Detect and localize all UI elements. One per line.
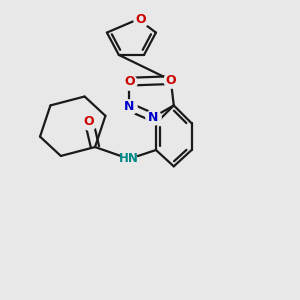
Text: O: O xyxy=(124,75,134,88)
Text: N: N xyxy=(148,111,158,124)
Text: O: O xyxy=(166,74,176,87)
Text: N: N xyxy=(124,100,134,113)
Text: O: O xyxy=(84,115,94,128)
Text: HN: HN xyxy=(119,152,139,165)
Text: O: O xyxy=(136,13,146,26)
